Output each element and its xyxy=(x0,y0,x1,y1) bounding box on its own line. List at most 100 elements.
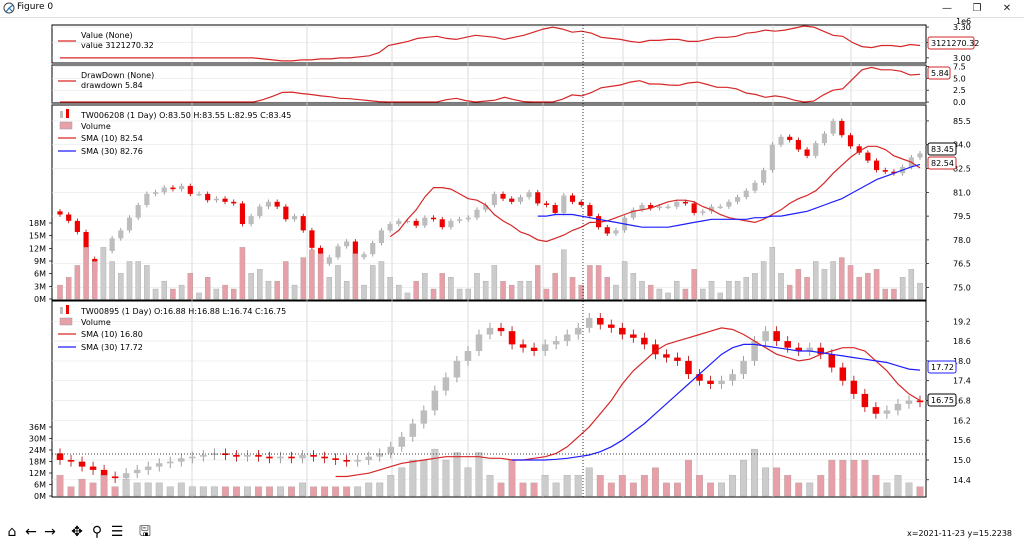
candle-body xyxy=(663,354,670,358)
volume-bar xyxy=(821,269,828,300)
candle-body xyxy=(839,367,847,381)
candle-body xyxy=(795,139,801,150)
volume-bar xyxy=(786,284,793,300)
volume-bar xyxy=(177,482,185,497)
candle-body xyxy=(332,458,339,460)
candle-body xyxy=(917,153,923,158)
candle-body xyxy=(543,203,550,205)
drawdown-legend-entry: drawdown 5.84 xyxy=(81,81,143,90)
candle-body xyxy=(277,456,284,459)
candle-body xyxy=(244,455,251,457)
volume-swatch xyxy=(59,121,73,130)
candle-body xyxy=(155,463,163,467)
volume-bar xyxy=(734,280,741,300)
volume-bar xyxy=(257,269,263,300)
volume-bar xyxy=(773,467,781,497)
candle-body xyxy=(761,170,767,183)
tw00895-close-label: 16.75 xyxy=(927,393,957,407)
candle-body xyxy=(257,206,263,217)
close-button[interactable]: ✕ xyxy=(992,0,1022,17)
volume-bar xyxy=(691,269,697,300)
sma10-line xyxy=(335,327,921,478)
volume-bar xyxy=(587,265,593,300)
volume-bar xyxy=(500,280,506,300)
volume-bar xyxy=(248,273,254,300)
candle-body xyxy=(213,198,219,201)
candle-body xyxy=(126,217,133,231)
volume-bar xyxy=(552,273,558,300)
volume-bar xyxy=(804,277,810,300)
tw00895-price-tick-label: 16.2 xyxy=(953,416,971,425)
zoom-button[interactable]: ⚲ xyxy=(88,523,106,541)
volume-bar xyxy=(376,482,384,497)
volume-bar xyxy=(188,486,196,497)
candle-body xyxy=(751,341,758,361)
candle-body xyxy=(335,246,341,258)
volume-bar xyxy=(199,486,207,497)
drawdown-y-tick-label: 0.0 xyxy=(953,98,966,107)
volume-bar xyxy=(530,482,538,497)
volume-bar xyxy=(899,277,906,300)
tw00895-price-tick-label: 14.4 xyxy=(953,476,971,485)
candle-body xyxy=(762,331,769,342)
candle-body xyxy=(205,193,211,201)
candle-body xyxy=(133,469,141,474)
volume-bar xyxy=(729,475,736,497)
volume-bar xyxy=(291,284,298,300)
volume-bar xyxy=(196,292,202,300)
value-legend-title: Value (None) xyxy=(81,31,133,40)
candle-body xyxy=(109,238,115,251)
volume-bar xyxy=(83,247,89,300)
volume-bar xyxy=(387,475,395,497)
candle-body xyxy=(274,201,280,207)
tw00895-price-tick-label: 19.2 xyxy=(953,317,971,326)
figure-canvas[interactable]: 3.303.153.007.55.02.50.085.584.082.581.0… xyxy=(0,17,1024,521)
pan-button[interactable]: ✥ xyxy=(68,523,86,541)
volume-bar xyxy=(543,288,550,300)
candle-body xyxy=(665,206,671,209)
candle-body xyxy=(255,455,262,457)
candle-body xyxy=(717,206,723,209)
candle-body xyxy=(439,219,445,228)
tw006208-plot xyxy=(57,118,923,300)
back-button[interactable]: ← xyxy=(22,523,40,541)
configure-subplots-button[interactable]: ☰ xyxy=(108,523,126,541)
candle-body xyxy=(189,456,196,459)
volume-bar xyxy=(317,253,324,300)
candle-body xyxy=(66,214,72,221)
candle-body xyxy=(861,393,869,408)
volume-bar xyxy=(277,486,284,497)
volume-bar xyxy=(266,486,273,497)
volume-bar xyxy=(413,280,419,300)
volume-bar xyxy=(751,448,759,497)
volume-bar xyxy=(482,280,489,300)
candle-body xyxy=(376,453,384,457)
candle-body xyxy=(608,324,615,328)
candle-body xyxy=(299,455,306,459)
forward-button[interactable]: → xyxy=(41,523,59,541)
volume-bar xyxy=(760,261,767,300)
volume-bar xyxy=(574,475,582,497)
candle-body xyxy=(561,195,567,213)
minimize-button[interactable]: — xyxy=(932,0,962,17)
volume-bar xyxy=(856,277,862,300)
volume-bar xyxy=(806,482,814,497)
tw00895-legend-sma10: SMA (10) 16.80 xyxy=(81,330,143,339)
candle-down-swatch xyxy=(66,305,69,314)
candle-body xyxy=(787,136,793,140)
volume-bar xyxy=(430,288,437,300)
home-button[interactable]: ⌂ xyxy=(3,523,21,541)
candle-body xyxy=(916,400,924,403)
volume-bar xyxy=(109,261,115,300)
tw006208-price-tick-label: 79.5 xyxy=(953,212,971,221)
candle-body xyxy=(778,136,784,145)
svg-text:16.75: 16.75 xyxy=(931,396,954,405)
candle-body xyxy=(773,331,780,342)
candle-body xyxy=(233,455,240,457)
volume-bar xyxy=(288,486,295,497)
maximize-button[interactable]: ❐ xyxy=(962,0,992,17)
save-button[interactable]: 🖫 xyxy=(136,523,154,541)
tw00895-volume-tick-label: 12M xyxy=(29,469,46,478)
tw006208-volume-tick-label: 18M xyxy=(29,219,46,228)
candle-body xyxy=(486,327,494,335)
